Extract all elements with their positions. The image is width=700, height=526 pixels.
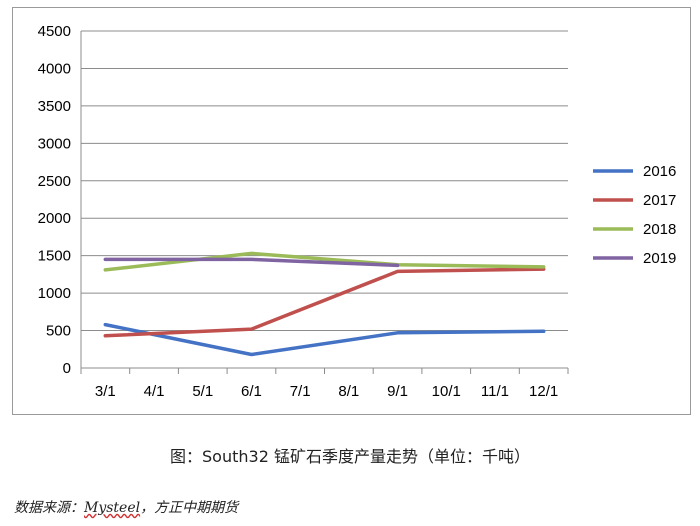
series-line-2018 <box>103 251 546 272</box>
y-tick-label: 3000 <box>38 135 71 152</box>
source-suffix: ，方正中期期货 <box>140 500 239 516</box>
y-tick-label: 1000 <box>38 285 71 302</box>
y-tick-label: 0 <box>63 360 71 377</box>
series-line-2016 <box>103 322 546 357</box>
y-tick-label: 4500 <box>38 23 71 40</box>
x-tick-label: 6/1 <box>241 383 262 400</box>
figure-caption: 图：South32 锰矿石季度产量走势（单位：千吨） <box>170 447 530 466</box>
x-tick-label: 12/1 <box>529 383 558 400</box>
legend-label-2016: 2016 <box>643 163 676 180</box>
line-chart: 0 500 1000 1500 2000 2500 3000 3500 4000 4500 3/1 4… <box>38 23 677 400</box>
y-tick-label: 500 <box>46 323 71 340</box>
x-tick-label: 9/1 <box>387 383 408 400</box>
legend-label-2017: 2017 <box>643 192 676 209</box>
y-tick-label: 1500 <box>38 248 71 265</box>
series-line-2017 <box>103 267 546 338</box>
x-tick-label: 10/1 <box>432 383 461 400</box>
source-brand: Mysteel <box>84 500 141 516</box>
x-tick-label: 7/1 <box>290 383 311 400</box>
y-tick-label: 2500 <box>38 173 71 190</box>
legend-label-2018: 2018 <box>643 221 676 238</box>
series-line-2019 <box>103 257 400 268</box>
x-tick-label: 8/1 <box>338 383 359 400</box>
y-tick-label: 4000 <box>38 60 71 77</box>
chart-frame: 0 500 1000 1500 2000 2500 3000 3500 4000 4500 3/1 4… <box>12 7 691 415</box>
y-tick-label: 3500 <box>38 98 71 115</box>
legend-label-2019: 2019 <box>643 250 676 267</box>
data-source-note: 数据来源：Mysteel，方正中期期货 <box>14 497 238 517</box>
x-tick-label: 5/1 <box>192 383 213 400</box>
source-prefix: 数据来源： <box>14 500 84 516</box>
x-tick-label: 3/1 <box>95 383 116 400</box>
x-tick-label: 11/1 <box>481 383 509 400</box>
x-tick-label: 4/1 <box>144 383 165 400</box>
y-tick-label: 2000 <box>38 210 71 227</box>
